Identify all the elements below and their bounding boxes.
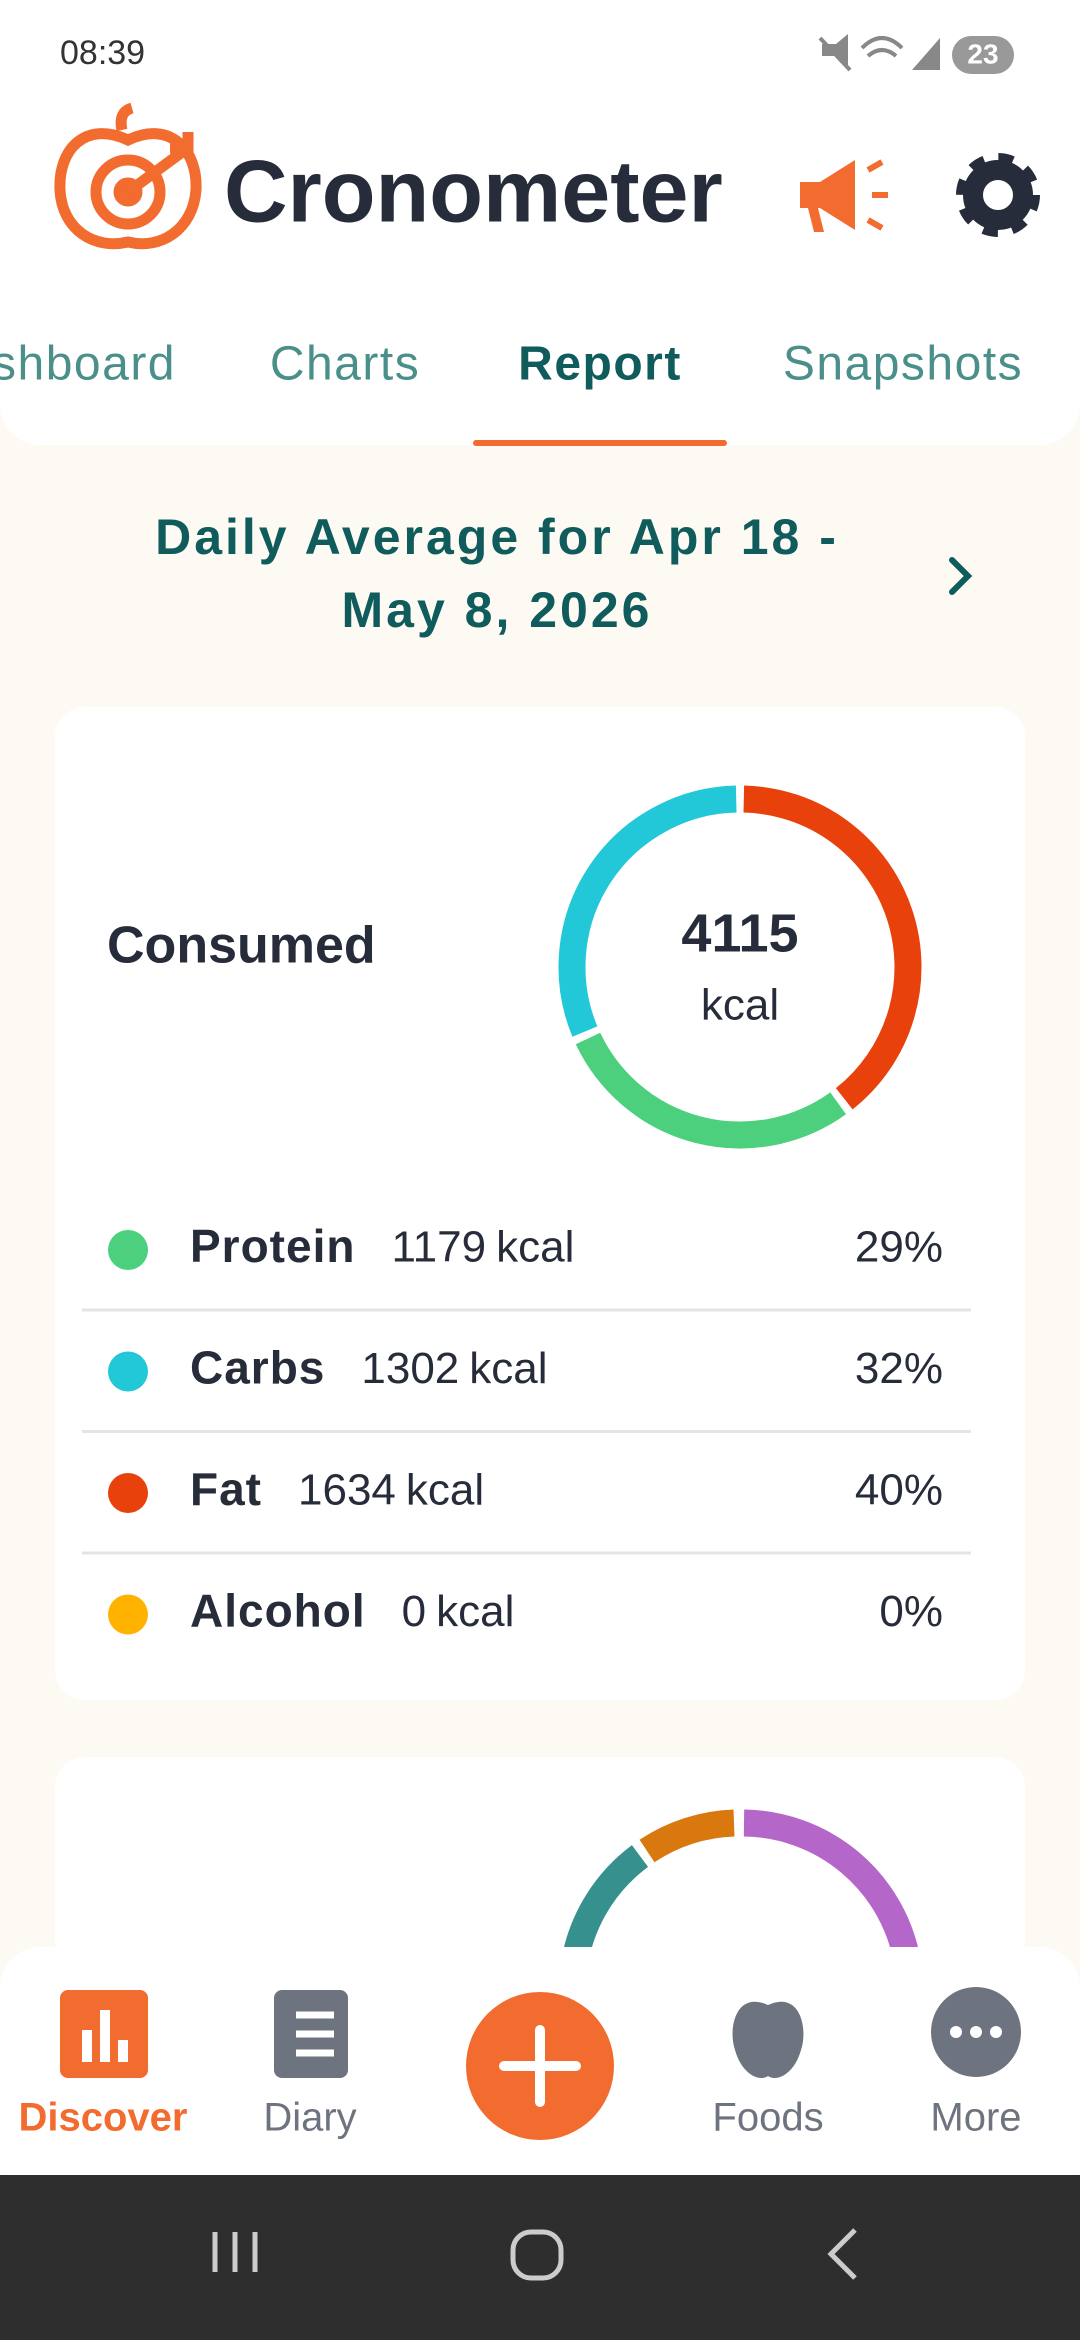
announcements-button[interactable] bbox=[800, 159, 888, 232]
discover-icon-bar bbox=[82, 2030, 92, 2062]
tab[interactable]: Dashboard bbox=[0, 338, 176, 391]
more-dot bbox=[970, 2026, 982, 2038]
megaphone-icon bbox=[800, 160, 855, 232]
logo-stem bbox=[115, 102, 134, 132]
macro-kcal: 1179 bbox=[391, 1223, 486, 1272]
macro-kcal: 1634 bbox=[298, 1466, 396, 1515]
tab-bar: Dashboard Charts Report Snapshots bbox=[0, 338, 1023, 391]
consumed-label: Consumed bbox=[107, 917, 376, 975]
diary-icon-lines bbox=[296, 2011, 334, 2057]
nav-item[interactable]: Foods bbox=[712, 2096, 823, 2140]
macro-dot bbox=[108, 1230, 148, 1270]
macro-percent: 29% bbox=[855, 1223, 943, 1272]
total-unit: kcal bbox=[701, 981, 779, 1030]
donut-segment bbox=[558, 785, 737, 1037]
more-dot bbox=[950, 2026, 962, 2038]
macro-dot bbox=[108, 1594, 148, 1635]
report-title-line2: May 8, 2026 bbox=[342, 582, 653, 638]
wifi-icon bbox=[860, 36, 904, 58]
macro-name: Carbs bbox=[190, 1342, 325, 1394]
more-dot bbox=[990, 2026, 1002, 2038]
megaphone-waves bbox=[866, 159, 888, 231]
tab[interactable]: Snapshots bbox=[783, 338, 1023, 391]
header-bg-top bbox=[0, 0, 1080, 380]
report-title-line1: Daily Average for Apr 18 - bbox=[155, 509, 839, 565]
second-donut-arc bbox=[561, 1845, 649, 1963]
settings-button[interactable] bbox=[956, 153, 1040, 237]
macro-percent: 0% bbox=[879, 1587, 943, 1636]
add-plus bbox=[499, 2025, 581, 2107]
recents-button[interactable] bbox=[212, 2232, 258, 2272]
status-time: 08:39 bbox=[60, 34, 145, 72]
nav-item[interactable]: Diary bbox=[263, 2096, 356, 2140]
consumed-card bbox=[55, 707, 1025, 1700]
macro-unit: kcal bbox=[436, 1587, 514, 1636]
macro-percent: 32% bbox=[855, 1344, 943, 1393]
macro-kcal: 1302 bbox=[361, 1344, 459, 1393]
donut-segment bbox=[743, 785, 922, 1110]
nav-item[interactable]: More bbox=[930, 2096, 1021, 2140]
home-button[interactable] bbox=[510, 2229, 564, 2281]
macro-name: Protein bbox=[190, 1220, 355, 1272]
system-nav-bar bbox=[0, 2175, 1080, 2340]
active-tab-indicator bbox=[473, 440, 727, 446]
second-donut-arc bbox=[639, 1809, 735, 1863]
logo-apple bbox=[54, 128, 202, 250]
second-donut-arc bbox=[743, 1809, 921, 1963]
nav-icons bbox=[60, 1987, 1021, 2079]
back-button[interactable] bbox=[827, 2228, 857, 2280]
macro-name: Fat bbox=[190, 1463, 262, 1515]
tab[interactable]: Charts bbox=[270, 338, 420, 391]
app-name: Cronometer bbox=[224, 141, 723, 240]
macro-name: Alcohol bbox=[190, 1585, 366, 1637]
donut-segment bbox=[575, 1032, 847, 1149]
consumed-donut bbox=[558, 785, 922, 1149]
gear-body bbox=[963, 160, 1033, 230]
total-kcal: 4115 bbox=[681, 903, 798, 963]
macro-unit: kcal bbox=[469, 1344, 547, 1393]
gear-teeth bbox=[956, 153, 1040, 237]
mute-icon bbox=[822, 34, 848, 66]
macro-dot bbox=[108, 1473, 148, 1513]
macro-percent: 40% bbox=[855, 1466, 943, 1515]
macro-unit: kcal bbox=[406, 1466, 484, 1515]
discover-icon-bar bbox=[118, 2040, 128, 2062]
battery-level: 23 bbox=[967, 38, 998, 69]
status-icons bbox=[818, 34, 1014, 74]
discover-icon-bar bbox=[100, 2010, 110, 2062]
macro-kcal: 0 bbox=[402, 1587, 426, 1636]
macro-unit: kcal bbox=[496, 1223, 574, 1272]
logo-arrow bbox=[124, 132, 194, 197]
logo-ring bbox=[90, 154, 166, 230]
signal-icon bbox=[912, 38, 940, 70]
add-button[interactable] bbox=[466, 1992, 614, 2140]
macro-rows: Protein 1179 kcal 29%Carbs 1302 kcal 32%Fat 163… bbox=[82, 1220, 971, 1637]
mute-slash bbox=[818, 36, 852, 72]
second-donut bbox=[561, 1809, 921, 1963]
foods-icon bbox=[732, 2001, 804, 2079]
app-logo bbox=[54, 102, 202, 250]
battery-icon bbox=[952, 36, 1014, 74]
macro-dot bbox=[108, 1351, 148, 1392]
nav-item[interactable]: Discover bbox=[19, 2096, 188, 2140]
tab[interactable]: Report bbox=[518, 338, 682, 391]
next-period-button[interactable] bbox=[949, 557, 973, 595]
nav-items: Discover Diary Foods More bbox=[19, 2096, 1022, 2140]
